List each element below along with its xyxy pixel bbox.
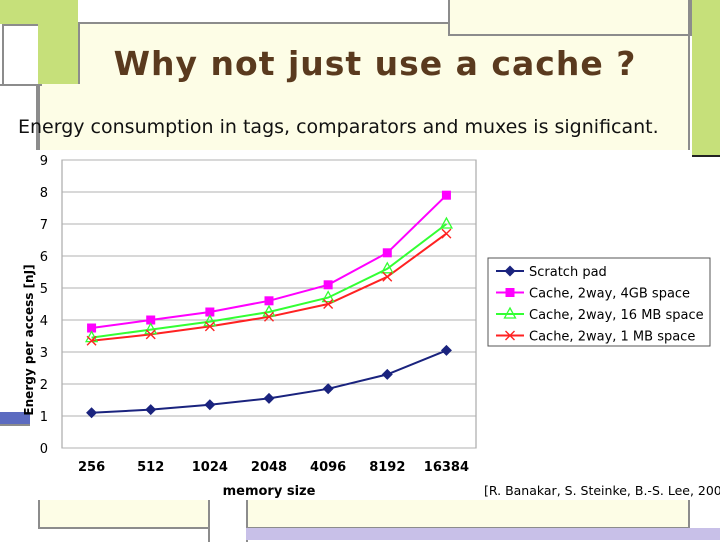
legend-label-scratch-pad: Scratch pad bbox=[529, 265, 607, 280]
x-tick-label: 16384 bbox=[424, 460, 469, 475]
legend-label-cache-2way-4gb-space: Cache, 2way, 4GB space bbox=[529, 287, 690, 302]
data-point-cache-2way-1-mb-space bbox=[204, 321, 215, 332]
data-point-scratch-pad bbox=[381, 368, 393, 380]
citation: [R. Banakar, S. Steinke, B.-S. Lee, 2001… bbox=[484, 483, 720, 498]
y-tick-label: 3 bbox=[40, 346, 48, 361]
y-tick-label: 2 bbox=[40, 378, 48, 393]
top-left-green-block bbox=[0, 0, 78, 24]
data-point-cache-2way-4gb-space bbox=[205, 307, 215, 317]
data-point-cache-2way-16-mb-space bbox=[380, 261, 394, 274]
data-point-cache-2way-4gb-space bbox=[323, 280, 333, 290]
data-point-cache-2way-16-mb-space bbox=[321, 290, 335, 303]
data-point-cache-2way-4gb-space bbox=[382, 248, 392, 258]
data-point-scratch-pad bbox=[263, 392, 275, 404]
slide-subtitle: Energy consumption in tags, comparators … bbox=[18, 116, 659, 138]
x-axis-label: memory size bbox=[223, 484, 316, 499]
legend-marker-cache-2way-16-mb-space bbox=[503, 306, 517, 319]
y-axis-label: Energy per access [nJ] bbox=[22, 264, 36, 415]
legend-label-cache-2way-1-mb-space: Cache, 2way, 1 MB space bbox=[529, 330, 695, 345]
data-point-cache-2way-1-mb-space bbox=[441, 228, 452, 239]
legend-marker-cache-2way-4gb-space bbox=[505, 288, 515, 297]
left-blue-stripe bbox=[0, 412, 34, 424]
y-tick-label: 8 bbox=[40, 186, 48, 201]
data-point-scratch-pad bbox=[145, 404, 157, 416]
y-tick-label: 7 bbox=[40, 218, 48, 233]
top-right-green-block bbox=[692, 0, 720, 155]
bottom-purple-band bbox=[246, 528, 720, 540]
data-point-cache-2way-1-mb-space bbox=[323, 299, 334, 309]
x-tick-label: 4096 bbox=[310, 460, 346, 475]
y-tick-label: 6 bbox=[40, 250, 48, 265]
legend: Scratch pad Cache, 2way, 4GB space Cache, … bbox=[496, 265, 704, 345]
legend-label-cache-2way-16-mb-space: Cache, 2way, 16 MB space bbox=[529, 308, 704, 323]
data-point-cache-2way-16-mb-space bbox=[439, 216, 454, 229]
data-point-cache-2way-1-mb-space bbox=[382, 271, 393, 282]
data-point-cache-2way-1-mb-space bbox=[86, 335, 97, 346]
data-point-scratch-pad bbox=[86, 407, 98, 419]
y-tick-label: 1 bbox=[40, 410, 48, 425]
legend-marker-scratch-pad bbox=[504, 265, 516, 277]
data-point-cache-2way-1-mb-space bbox=[145, 329, 156, 340]
data-point-cache-2way-4gb-space bbox=[264, 296, 274, 306]
y-tick-label: 4 bbox=[40, 314, 48, 329]
data-point-scratch-pad bbox=[440, 344, 452, 356]
data-point-scratch-pad bbox=[322, 383, 334, 395]
top-right-frame-box bbox=[448, 0, 692, 36]
bottom-lower-box bbox=[208, 496, 248, 542]
legend-box bbox=[487, 257, 711, 347]
title-green-block bbox=[38, 24, 80, 84]
data-point-scratch-pad bbox=[204, 399, 216, 411]
y-tick-label: 5 bbox=[40, 282, 48, 297]
data-point-cache-2way-4gb-space bbox=[441, 190, 451, 200]
x-tick-label: 256 bbox=[78, 460, 105, 475]
top-frame-line bbox=[78, 22, 690, 24]
x-tick-label: 8192 bbox=[369, 460, 405, 475]
series-line-cache-2way-16-mb-space bbox=[91, 223, 448, 339]
x-tick-label: 2048 bbox=[251, 460, 287, 475]
y-tick-label: 9 bbox=[40, 154, 48, 169]
data-point-cache-2way-4gb-space bbox=[87, 323, 97, 333]
data-point-cache-2way-1-mb-space bbox=[264, 311, 274, 322]
x-tick-label: 1024 bbox=[192, 460, 228, 475]
x-tick-label: 512 bbox=[137, 460, 164, 475]
data-point-cache-2way-4gb-space bbox=[146, 315, 156, 325]
legend-marker-cache-2way-1-mb-space bbox=[505, 330, 515, 341]
slide-title: Why not just use a cache ? bbox=[113, 44, 637, 83]
y-tick-label: 0 bbox=[40, 442, 48, 457]
